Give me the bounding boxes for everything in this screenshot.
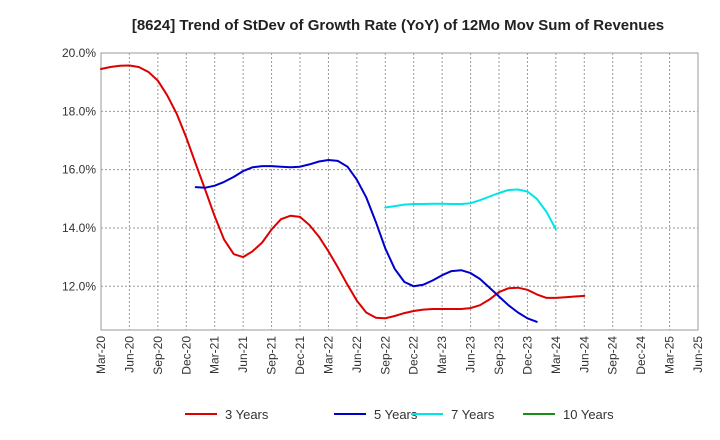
x-tick-label: Jun-23 (464, 336, 478, 373)
series-line-3-years (100, 64, 586, 320)
x-tick-label: Jun-22 (350, 336, 364, 373)
legend-item-10-years: 10 Years (523, 407, 614, 422)
x-tick-label: Mar-23 (435, 336, 449, 374)
series-lines (100, 64, 586, 323)
legend-label: 5 Years (374, 407, 418, 422)
legend: 3 Years 5 Years 7 Years 10 Years (185, 407, 614, 422)
x-tick-label: Mar-20 (94, 336, 108, 374)
x-tick-label: Sep-24 (606, 336, 620, 375)
x-tick-label: Jun-24 (577, 336, 591, 373)
x-tick-label: Dec-21 (293, 336, 307, 375)
x-axis-ticks: Mar-20 Jun-20 Sep-20 Dec-20 Mar-21 Jun-21 Sep-… (94, 336, 705, 375)
chart-title: [8624] Trend of StDev of Growth Rate (Yo… (132, 17, 664, 34)
y-tick-label: 12.0% (62, 279, 96, 293)
x-tick-label: Jun-25 (691, 336, 705, 373)
plot-frame (100, 52, 699, 331)
legend-item-5-years: 5 Years (334, 407, 418, 422)
gridlines (100, 52, 699, 331)
y-axis-ticks: 12.0% 14.0% 16.0% 18.0% 20.0% (62, 46, 96, 293)
plot-background (101, 53, 698, 330)
y-tick-label: 14.0% (62, 221, 96, 235)
legend-item-7-years: 7 Years (411, 407, 495, 422)
legend-label: 7 Years (451, 407, 495, 422)
x-tick-label: Dec-23 (520, 336, 534, 375)
x-tick-label: Mar-21 (208, 336, 222, 374)
legend-label: 10 Years (563, 407, 614, 422)
series-line-7-years (384, 188, 557, 231)
x-tick-label: Mar-24 (549, 336, 563, 374)
x-tick-label: Mar-25 (663, 336, 677, 374)
legend-item-3-years: 3 Years (185, 407, 269, 422)
x-tick-label: Dec-22 (407, 336, 421, 375)
x-tick-label: Jun-20 (122, 336, 136, 373)
x-tick-label: Jun-21 (236, 336, 250, 373)
x-tick-label: Dec-20 (179, 336, 193, 375)
x-tick-label: Sep-22 (378, 336, 392, 375)
legend-label: 3 Years (225, 407, 269, 422)
y-tick-label: 18.0% (62, 104, 96, 118)
x-tick-label: Sep-23 (492, 336, 506, 375)
x-tick-label: Sep-21 (265, 336, 279, 375)
plot-area (101, 53, 698, 330)
x-tick-label: Sep-20 (151, 336, 165, 375)
x-tick-label: Mar-22 (321, 336, 335, 374)
y-tick-label: 20.0% (62, 46, 96, 60)
x-tick-label: Dec-24 (634, 336, 648, 375)
y-tick-label: 16.0% (62, 163, 96, 177)
series-line-5-years (194, 159, 538, 323)
